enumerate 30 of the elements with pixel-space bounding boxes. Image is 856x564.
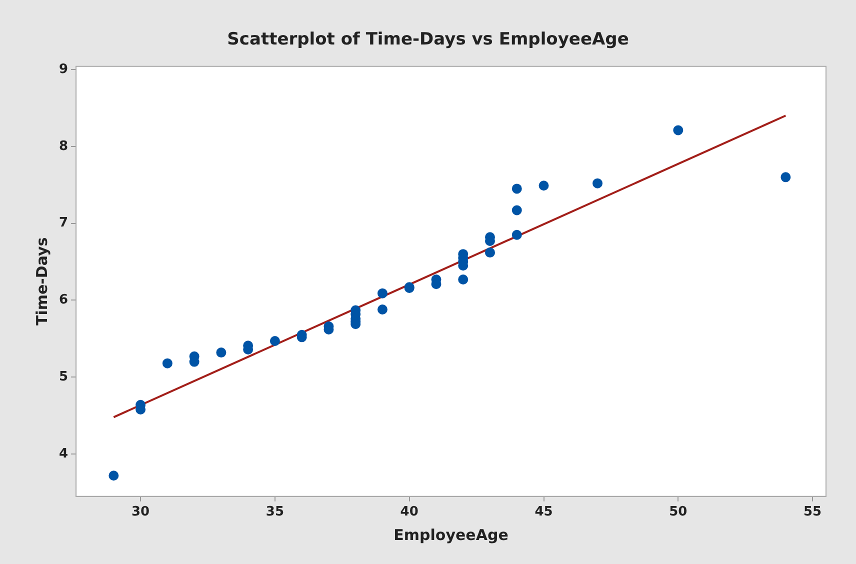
y-tick-label: 8 xyxy=(59,138,68,154)
y-tick-label: 4 xyxy=(59,446,68,462)
point xyxy=(270,336,280,346)
y-tick-label: 7 xyxy=(59,216,68,231)
y-tick-label: 6 xyxy=(59,292,68,308)
point xyxy=(485,248,495,258)
point xyxy=(512,184,522,194)
x-tick-label: 40 xyxy=(400,504,418,520)
point xyxy=(162,358,172,368)
point xyxy=(538,180,549,191)
y-tick-label: 5 xyxy=(59,370,68,385)
point xyxy=(377,288,388,298)
x-axis-title: EmployeeAge xyxy=(394,526,508,544)
point xyxy=(377,304,388,314)
point xyxy=(512,205,522,216)
x-tick-label: 55 xyxy=(804,504,822,520)
x-tick-label: 50 xyxy=(669,504,688,520)
point xyxy=(216,348,226,358)
point xyxy=(458,274,468,284)
point xyxy=(673,125,684,136)
point xyxy=(592,178,603,188)
x-tick-label: 30 xyxy=(132,504,150,520)
point xyxy=(780,172,791,182)
chart-title: Scatterplot of Time-Days vs EmployeeAge xyxy=(227,30,629,50)
y-tick-label: 9 xyxy=(59,62,68,77)
point xyxy=(108,470,119,481)
x-tick-label: 35 xyxy=(266,504,284,520)
x-tick-label: 45 xyxy=(534,504,553,520)
point xyxy=(512,230,522,240)
y-axis-title: Time-Days xyxy=(32,237,51,326)
